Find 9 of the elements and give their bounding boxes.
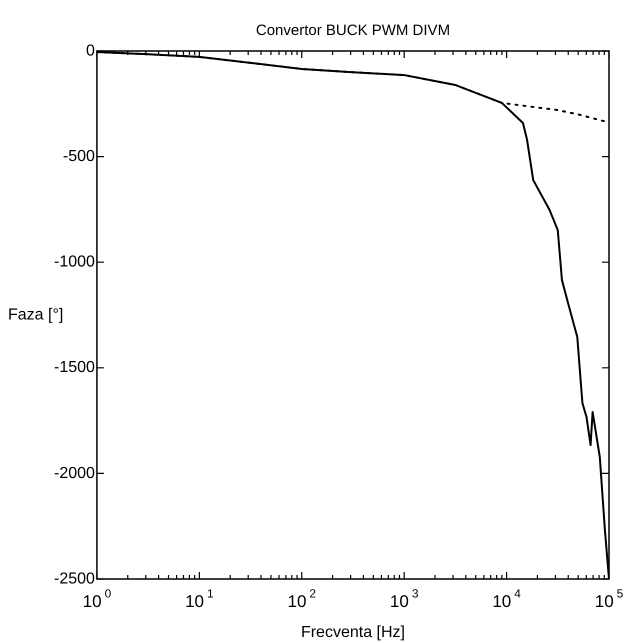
y-axis-title: Faza [°] (8, 306, 64, 324)
y-tick-label: -500 (62, 148, 96, 166)
chart-title: Convertor BUCK PWM DIVM (256, 22, 450, 39)
y-tick-label: 0 (86, 42, 96, 60)
y-tick-label: -2000 (54, 464, 96, 482)
x-axis-title: Frecventa [Hz] (300, 624, 405, 641)
y-tick-label: -2500 (54, 570, 96, 588)
y-tick-label: -1500 (54, 359, 96, 376)
y-tick-label: -1000 (54, 254, 96, 271)
